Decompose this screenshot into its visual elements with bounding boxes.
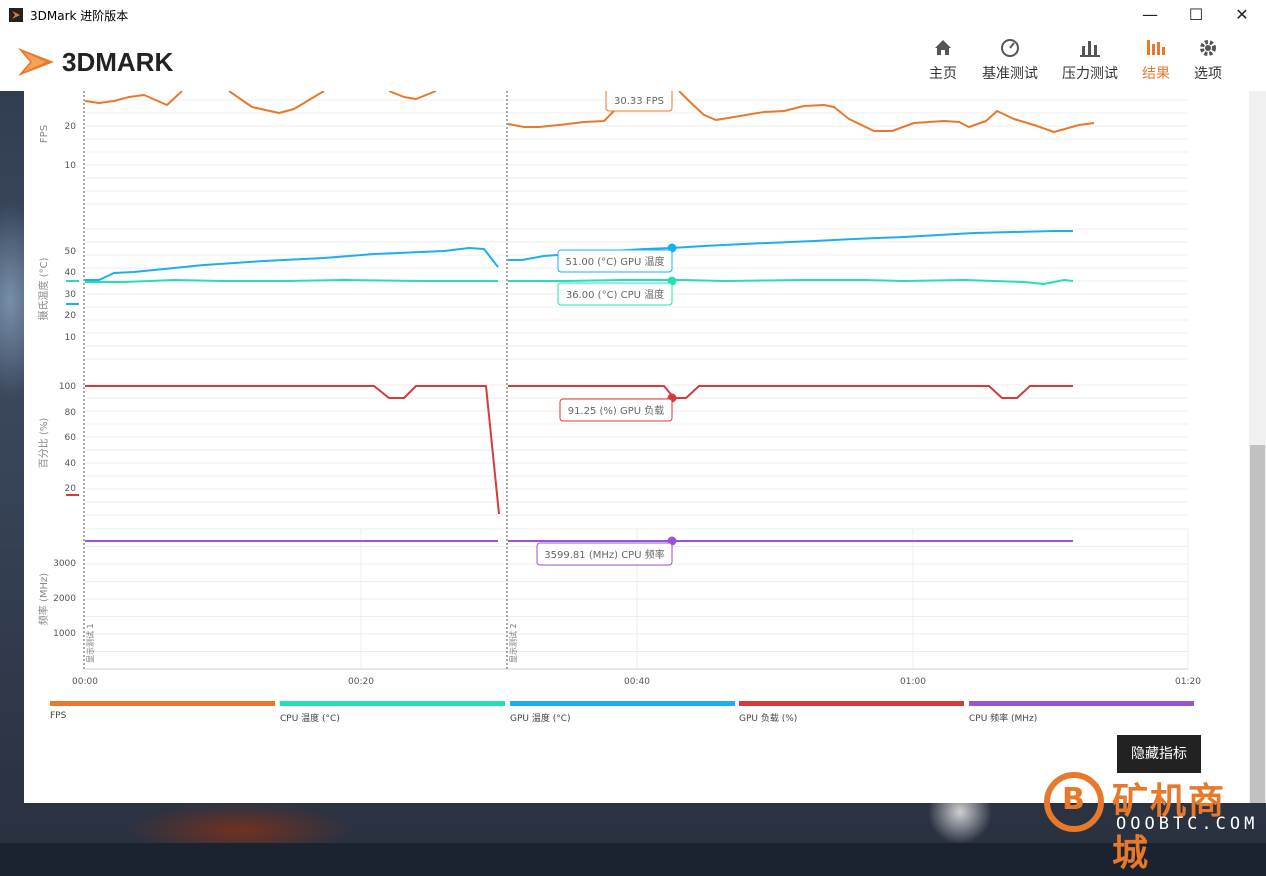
time-tick: 00:40 (624, 677, 650, 687)
legend-swatch (969, 701, 1194, 706)
fps-tick: 20 (65, 122, 77, 132)
legend-swatch (280, 701, 505, 706)
fps-tick: 10 (65, 161, 77, 171)
time-tick: 00:00 (72, 677, 98, 687)
fps-line (388, 91, 437, 100)
fps-line (507, 91, 625, 128)
percent-tick: 60 (65, 433, 77, 443)
freq-tick: 1000 (53, 629, 76, 639)
cpu-freq-callout-text: 3599.81 (MHz) CPU 频率 (544, 548, 664, 561)
watermark-logo-icon: B (1044, 772, 1104, 832)
temp-tick: 20 (65, 311, 77, 321)
gpu-load-line (508, 385, 1073, 399)
fps-callout-box (605, 91, 673, 112)
results-bars-icon (1147, 40, 1165, 55)
gauge-icon (1001, 39, 1019, 57)
percent-tick: 80 (65, 408, 77, 418)
legend-gpu-load[interactable]: GPU 负载 (%) (739, 701, 964, 731)
legend-cpu-freq[interactable]: CPU 频率 (MHz) (969, 701, 1194, 731)
cpu-temp-line (508, 279, 1074, 285)
window-titlebar: 3DMark 进阶版本 — ☐ ✕ (0, 0, 1266, 31)
fps-line (678, 91, 1095, 133)
logo-text: 3DMARK (62, 47, 173, 77)
3dmark-logo[interactable]: 3DMARK (16, 38, 221, 86)
gear-icon (1200, 40, 1216, 56)
fps-axis-label: FPS (39, 125, 50, 143)
freq-tick: 3000 (53, 559, 76, 569)
legend-fps[interactable]: FPS (50, 701, 275, 731)
nav-label: 压力测试 (1062, 66, 1118, 82)
fps-line (228, 91, 325, 114)
freq-tick: 2000 (53, 594, 76, 604)
temp-axis-label: 摄氏温度 (°C) (37, 257, 50, 320)
percent-axis-label: 百分比 (%) (38, 418, 50, 469)
cpu-temp-callout-text: 36.00 (°C) CPU 温度 (566, 288, 664, 301)
watermark-subtext: OOOBTC.COM (1116, 814, 1259, 834)
gpu-temp-line (85, 247, 499, 281)
nav-label: 选项 (1194, 66, 1222, 82)
nav-label: 基准测试 (982, 66, 1038, 82)
results-panel: 显示测试 1 显示测试 2 FPS 摄氏温度 (°C) 百分比 (%) 频率 (MHz) 2… (24, 91, 1249, 803)
home-icon (935, 40, 951, 55)
gpu-temp-callout-text: 51.00 (°C) GPU 温度 (565, 255, 664, 268)
legend-swatch (510, 701, 735, 706)
percent-tick: 100 (59, 382, 76, 392)
nav-label: 主页 (929, 66, 957, 82)
cpu-temp-callout-box (557, 282, 673, 306)
nav-home[interactable]: 主页 (924, 36, 962, 86)
time-tick: 01:00 (900, 677, 926, 687)
nav-results[interactable]: 结果 (1137, 36, 1175, 86)
freq-axis-label: 频率 (MHz) (37, 573, 50, 625)
percent-tick: 40 (65, 459, 77, 469)
temp-tick: 30 (65, 290, 77, 300)
temp-tick: 10 (65, 333, 77, 343)
gpu-load-callout-text: 91.25 (%) GPU 负载 (568, 404, 665, 417)
vertical-scrollbar[interactable] (1249, 91, 1266, 803)
temp-tick: 40 (65, 268, 77, 278)
gpu-load-callout-box (559, 398, 673, 422)
nav-stress-tests[interactable]: 压力测试 (1058, 36, 1122, 86)
gpu-load-line (85, 385, 500, 515)
close-button[interactable]: ✕ (1235, 5, 1249, 24)
test-marker-label: 显示测试 2 (508, 623, 518, 663)
gpu-temp-line (508, 230, 1073, 261)
nav-label: 结果 (1142, 66, 1170, 82)
legend-label: GPU 温度 (°C) (510, 714, 571, 724)
watermark: B 矿机商城 OOOBTC.COM (1040, 772, 1260, 874)
time-tick: 00:20 (348, 677, 374, 687)
legend-label: CPU 温度 (°C) (280, 714, 340, 724)
percent-tick: 20 (65, 484, 77, 494)
legend-swatch (739, 701, 964, 706)
minimize-button[interactable]: — (1142, 5, 1158, 24)
nav-options[interactable]: 选项 (1189, 36, 1227, 86)
temp-tick: 50 (65, 247, 77, 257)
test-marker-label: 显示测试 1 (85, 623, 95, 663)
fps-callout-text: 30.33 FPS (614, 96, 664, 107)
gpu-temp-callout-box (557, 249, 673, 273)
app-icon (9, 8, 23, 22)
legend-swatch (50, 701, 275, 706)
cpu-temp-line (85, 279, 498, 283)
nav-benchmarks[interactable]: 基准测试 (978, 36, 1042, 86)
legend-cpu-temp[interactable]: CPU 温度 (°C) (280, 701, 505, 731)
maximize-button[interactable]: ☐ (1188, 5, 1204, 24)
legend-gpu-temp[interactable]: GPU 温度 (°C) (510, 701, 735, 731)
bars-icon (1080, 41, 1100, 57)
legend-label: FPS (50, 711, 67, 721)
legend-label: CPU 频率 (MHz) (969, 714, 1038, 724)
app-header: 3DMARK 主页 基准测试 压力测试 结果 选项 (0, 30, 1266, 91)
scrollbar-thumb[interactable] (1250, 445, 1265, 803)
cpu-freq-callout-box (536, 542, 673, 566)
window-title: 3DMark 进阶版本 (30, 9, 129, 23)
fps-line (84, 91, 183, 106)
time-tick: 01:20 (1175, 677, 1201, 687)
legend-label: GPU 负载 (%) (739, 714, 798, 724)
hide-metrics-button[interactable]: 隐藏指标 (1117, 735, 1201, 773)
